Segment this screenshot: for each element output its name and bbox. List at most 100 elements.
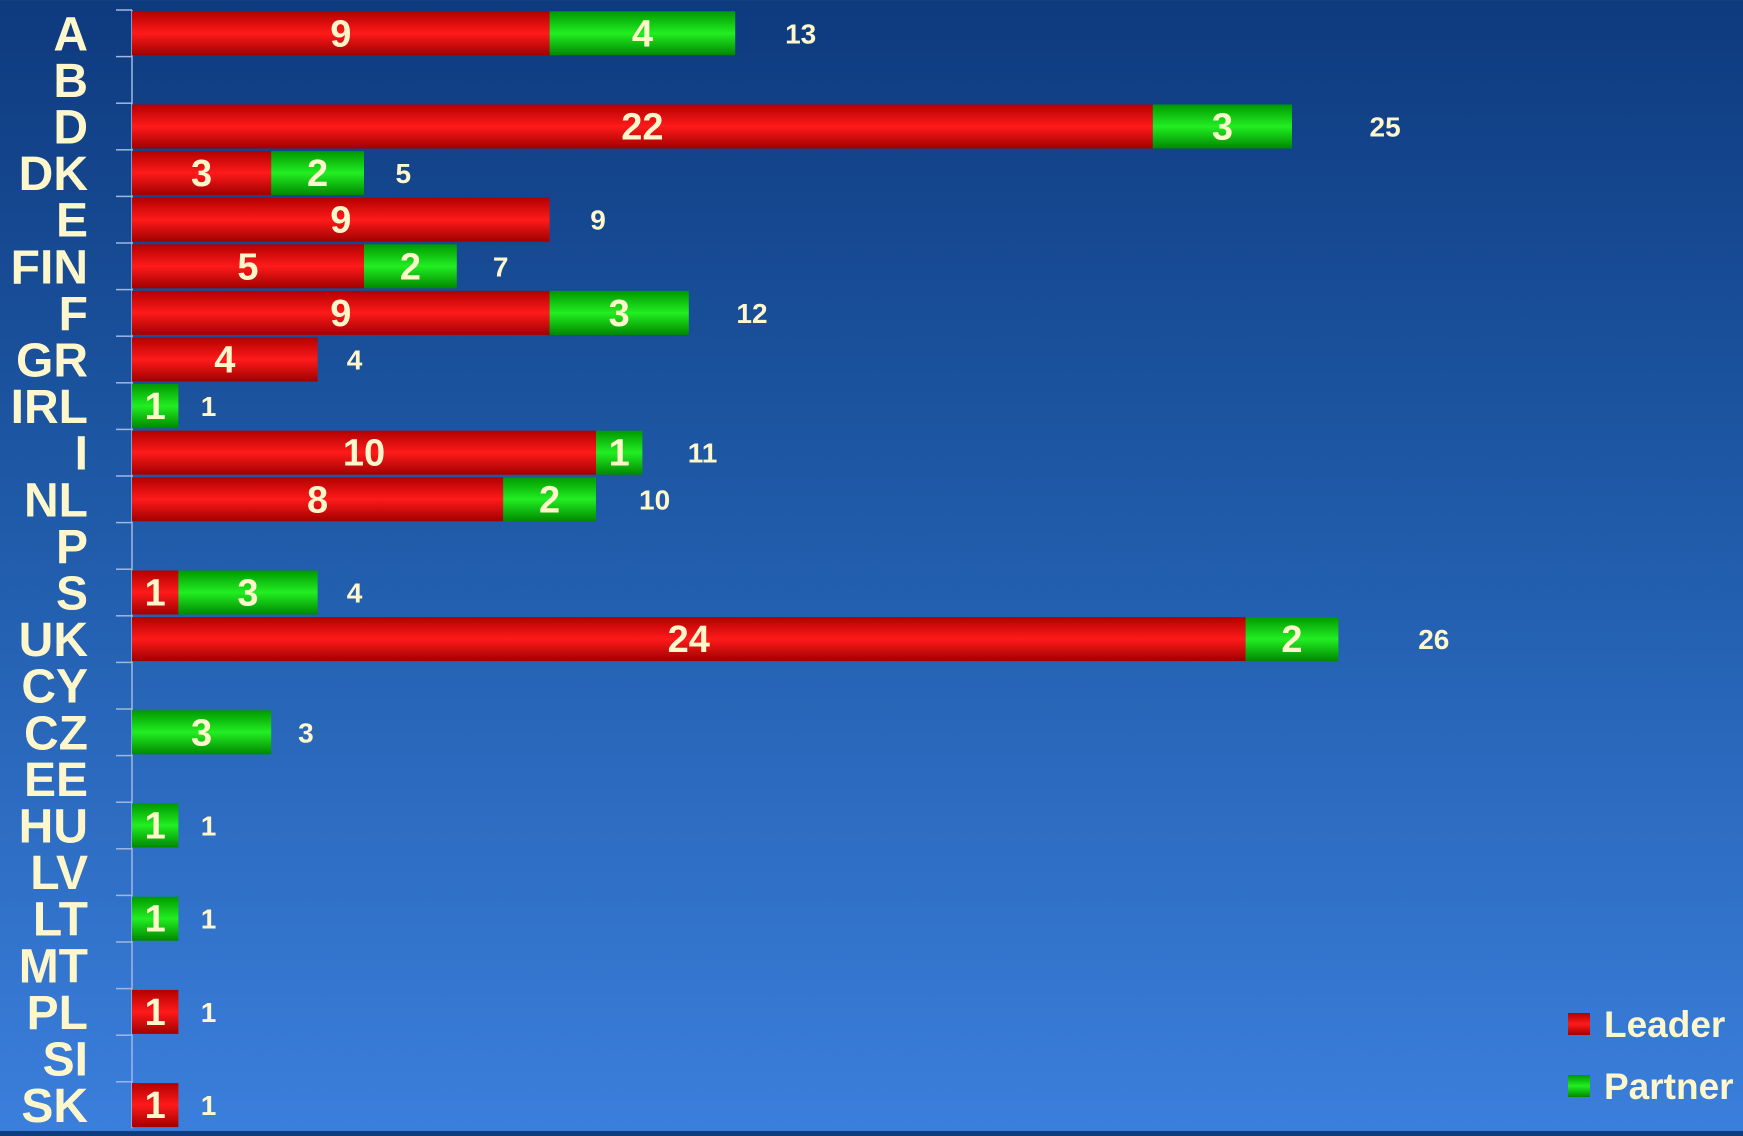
bar-partner-value-label: 1 [145,899,166,941]
bar-leader-value-label: 10 [343,433,385,475]
bar-leader-dk [132,151,272,196]
bar-partner-value-label: 2 [539,479,560,521]
bar-leader-value-label: 5 [237,246,258,288]
bar-partner-value-label: 4 [632,13,653,55]
bar-total-label: 1 [201,811,217,842]
bar-leader-s [132,570,179,615]
bar-leader-fin [132,244,364,289]
bar-partner-value-label: 3 [191,712,212,754]
category-label: I [75,428,88,481]
bar-leader-sk [132,1083,179,1128]
category-label: D [53,102,88,155]
bar-partner-value-label: 2 [307,153,328,195]
bar-partner-value-label: 3 [609,293,630,335]
category-label: HU [19,801,88,854]
bar-partner-nl [503,477,596,522]
bar-leader-i [132,430,596,475]
bar-total-label: 1 [201,1090,217,1121]
bar-leader-e [132,197,550,242]
bar-total-label: 3 [298,717,314,748]
bar-partner-fin [364,244,457,289]
bar-leader-d [132,104,1153,149]
bar-leader-value-label: 22 [621,107,663,149]
bar-partner-cz [132,710,272,755]
category-label: CZ [24,707,88,760]
bar-leader-value-label: 1 [145,992,166,1034]
bar-leader-uk [132,617,1246,662]
bar-partner-uk [1245,617,1339,662]
category-label: LV [30,847,88,900]
bar-leader-a [132,11,550,56]
bar-partner-value-label: 1 [145,386,166,428]
bar-total-label: 7 [493,251,509,282]
bar-total-label: 11 [688,438,718,469]
category-labels: ABDDKEFINFGRIRLINLPSUKCYCZEEHULVLTMTPLSI… [11,8,89,1133]
category-label: FIN [11,241,88,294]
bar-leader-value-label: 24 [668,619,710,661]
bar-partner-value-label: 3 [237,573,258,615]
bar-leader-value-label: 3 [191,153,212,195]
legend-swatch-partner [1568,1075,1590,1097]
bar-total-label: 4 [347,578,363,609]
bar-partner-a [549,11,736,56]
category-label: SI [43,1034,88,1087]
bar-leader-value-label: 4 [214,340,235,382]
bar-leader-pl [132,989,179,1034]
bar-leader-value-label: 9 [330,13,351,55]
bar-total-label: 9 [590,205,606,236]
category-label: NL [24,474,88,527]
bar-total-label: 26 [1418,624,1449,655]
bar-total-label: 10 [639,484,670,515]
category-label: GR [16,335,88,388]
bar-total-label: 4 [347,345,363,376]
bar-leader-value-label: 9 [330,200,351,242]
bar-total-label: 13 [785,18,816,49]
bar-leader-value-label: 1 [145,1085,166,1127]
bar-total-label: 1 [201,904,217,935]
bar-partner-d [1152,104,1292,149]
category-label: MT [19,940,88,993]
bar-partner-value-label: 2 [1281,619,1302,661]
bar-partner-value-label: 2 [400,246,421,288]
category-label: P [56,521,88,574]
bar-leader-nl [132,477,504,522]
bar-total-label: 5 [396,158,412,189]
category-label: S [56,568,88,621]
bar-leader-gr [132,337,318,382]
y-axis [116,9,133,1129]
bar-leader-f [132,290,550,335]
category-label: UK [19,614,89,667]
category-label: SK [21,1080,88,1131]
category-label: B [53,55,88,108]
bar-partner-lt [132,896,179,941]
category-label: A [53,8,88,61]
bar-partner-f [549,290,689,335]
legend-label-partner: Partner [1604,1066,1734,1107]
legend-label-leader: Leader [1604,1004,1725,1045]
bar-partner-value-label: 1 [609,433,630,475]
bar-partner-s [178,570,318,615]
bar-total-label: 12 [736,298,767,329]
category-label: EE [24,754,88,807]
bar-partner-irl [132,384,179,429]
legend-swatch-leader [1568,1013,1590,1035]
bar-total-label: 25 [1370,112,1401,143]
bar-total-label: 1 [201,391,217,422]
bar-partner-value-label: 1 [145,806,166,848]
category-label: CY [21,661,88,714]
category-label: DK [19,148,89,201]
category-label: E [56,195,88,248]
bar-partner-value-label: 3 [1212,107,1233,149]
bar-leader-value-label: 8 [307,479,328,521]
bar-partner-dk [271,151,364,196]
legend: Leader Partner [1568,1004,1734,1107]
category-label: PL [27,987,88,1040]
bar-partner-i [596,430,643,475]
category-label: F [59,288,88,341]
bar-leader-value-label: 1 [145,573,166,615]
bar-leader-value-label: 9 [330,293,351,335]
